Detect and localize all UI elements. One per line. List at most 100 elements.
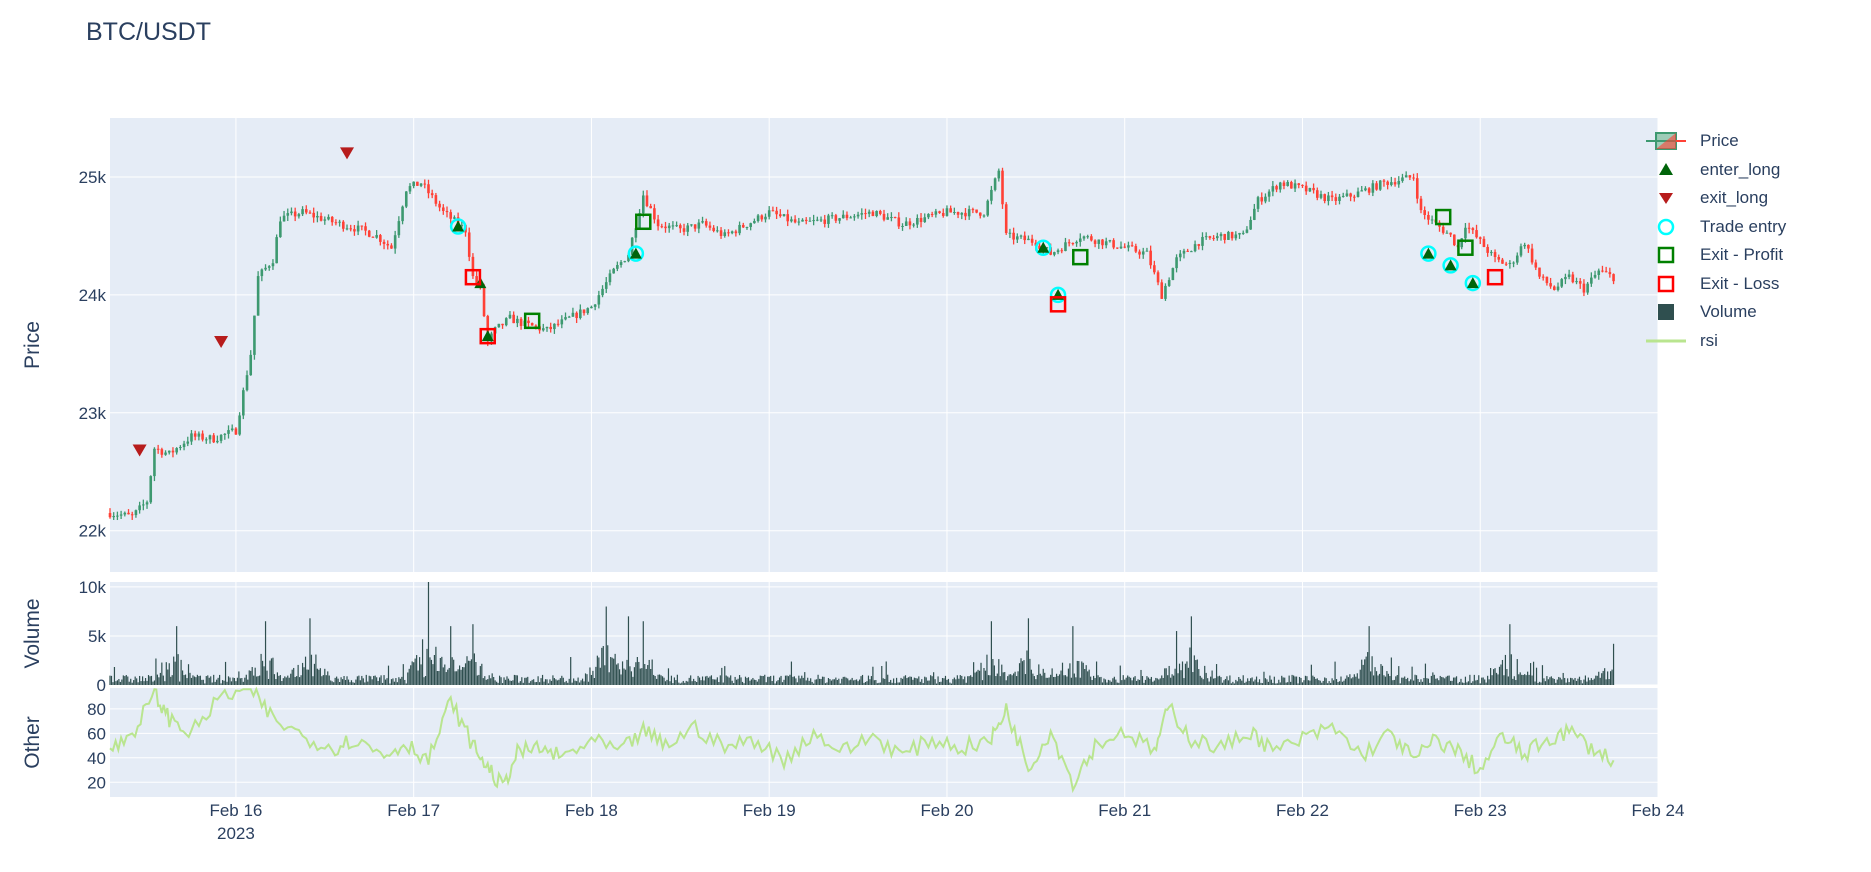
candle-body [634,228,638,238]
candle-body [1082,236,1086,239]
candle-body [1534,262,1538,268]
legend-item-exit_profit[interactable]: Exit - Profit [1657,241,1783,269]
candle-body [1415,178,1419,199]
candle-body [230,428,234,431]
legend-item-exit_long[interactable]: exit_long [1659,184,1768,212]
candle-body [145,502,149,505]
candle-body [1360,190,1364,192]
candle-body [1060,250,1064,252]
candle-body [756,215,760,221]
candle-body [1378,180,1382,190]
candle-body [875,210,878,217]
candle-body [1286,182,1289,186]
candle-body [1430,219,1434,221]
candle-body [1064,242,1067,252]
candle-body [1604,271,1608,273]
candle-body [1282,182,1286,186]
candle-body [771,210,775,212]
candle-body [1582,283,1586,293]
candle-body [749,223,752,227]
candle-body [1482,238,1486,247]
candle-body [801,219,804,222]
candle-body [1412,177,1415,179]
candle-body [716,230,719,232]
candle-body [1390,182,1393,185]
candle-body [1334,197,1338,201]
candle-body [764,216,767,220]
candle-body [901,225,904,227]
candle-body [223,433,227,435]
candle-body [871,211,875,217]
candle-body [819,219,823,221]
candle-body [997,170,1001,179]
candle-body [953,211,956,213]
candle-body [878,210,882,214]
x-tick-label: Feb 17 [387,801,440,820]
candle-body [975,209,978,213]
candle-body [397,221,401,236]
candle-body [142,504,145,506]
legend-item-enter_long[interactable]: enter_long [1659,156,1780,184]
candle-body [323,219,327,221]
x-tick-label: Feb 23 [1454,801,1507,820]
candle-body [249,354,253,376]
candle-body [941,212,945,216]
legend-symbol-exit_long [1659,193,1673,204]
candle-body [864,213,867,215]
candle-body [512,314,515,324]
x-tick-label: Feb 24 [1632,801,1685,820]
candle-body [608,273,612,283]
candle-body [1527,244,1530,249]
candle-body [1056,250,1060,253]
candle-body [686,225,690,232]
candle-body [304,209,308,213]
candle-body [467,232,471,257]
candle-body [712,227,715,231]
candle-body [956,211,960,215]
candle-body [1553,286,1556,290]
candle-body [934,211,938,215]
legend-item-rsi[interactable]: rsi [1646,327,1718,355]
candle-body [616,265,619,269]
candle-body [571,312,575,317]
candle-body [349,228,353,230]
candle-body [604,282,608,289]
candle-body [460,225,464,227]
candle-body [1382,180,1386,182]
candle-body [1556,286,1560,290]
candle-body [138,505,141,511]
candle-body [1564,276,1567,280]
volume-y-tick-label: 0 [97,676,106,695]
candle-body [1016,236,1019,240]
candle-body [1460,238,1464,248]
candle-body [786,214,790,222]
legend-item-trade_entry[interactable]: Trade entry [1657,213,1786,241]
candle-body [442,207,445,211]
candle-body [419,183,423,186]
legend-item-volume[interactable]: Volume [1658,298,1757,326]
candle-body [1201,236,1204,246]
candle-body [364,226,367,231]
candle-body [1130,245,1134,247]
candle-body [904,221,908,226]
candle-body [1156,272,1160,283]
candle-body [1501,259,1504,264]
legend-item-exit_loss[interactable]: Exit - Loss [1657,270,1779,298]
candle-body [990,189,993,201]
candle-body [645,195,649,207]
candle-body [930,214,934,216]
candle-body [1490,252,1493,254]
candle-body [1141,251,1145,255]
candle-body [504,318,508,326]
candle-body [186,441,190,444]
candle-body [516,318,519,324]
candle-body [1508,262,1512,264]
candle-body [1267,191,1271,197]
price-axis-title: Price [21,321,44,369]
legend-item-price[interactable]: Price [1646,127,1739,155]
candle-body [1393,182,1397,185]
candle-body [201,433,204,440]
candle-body [1353,196,1356,198]
candle-body [882,213,886,220]
candle-body [893,217,897,219]
